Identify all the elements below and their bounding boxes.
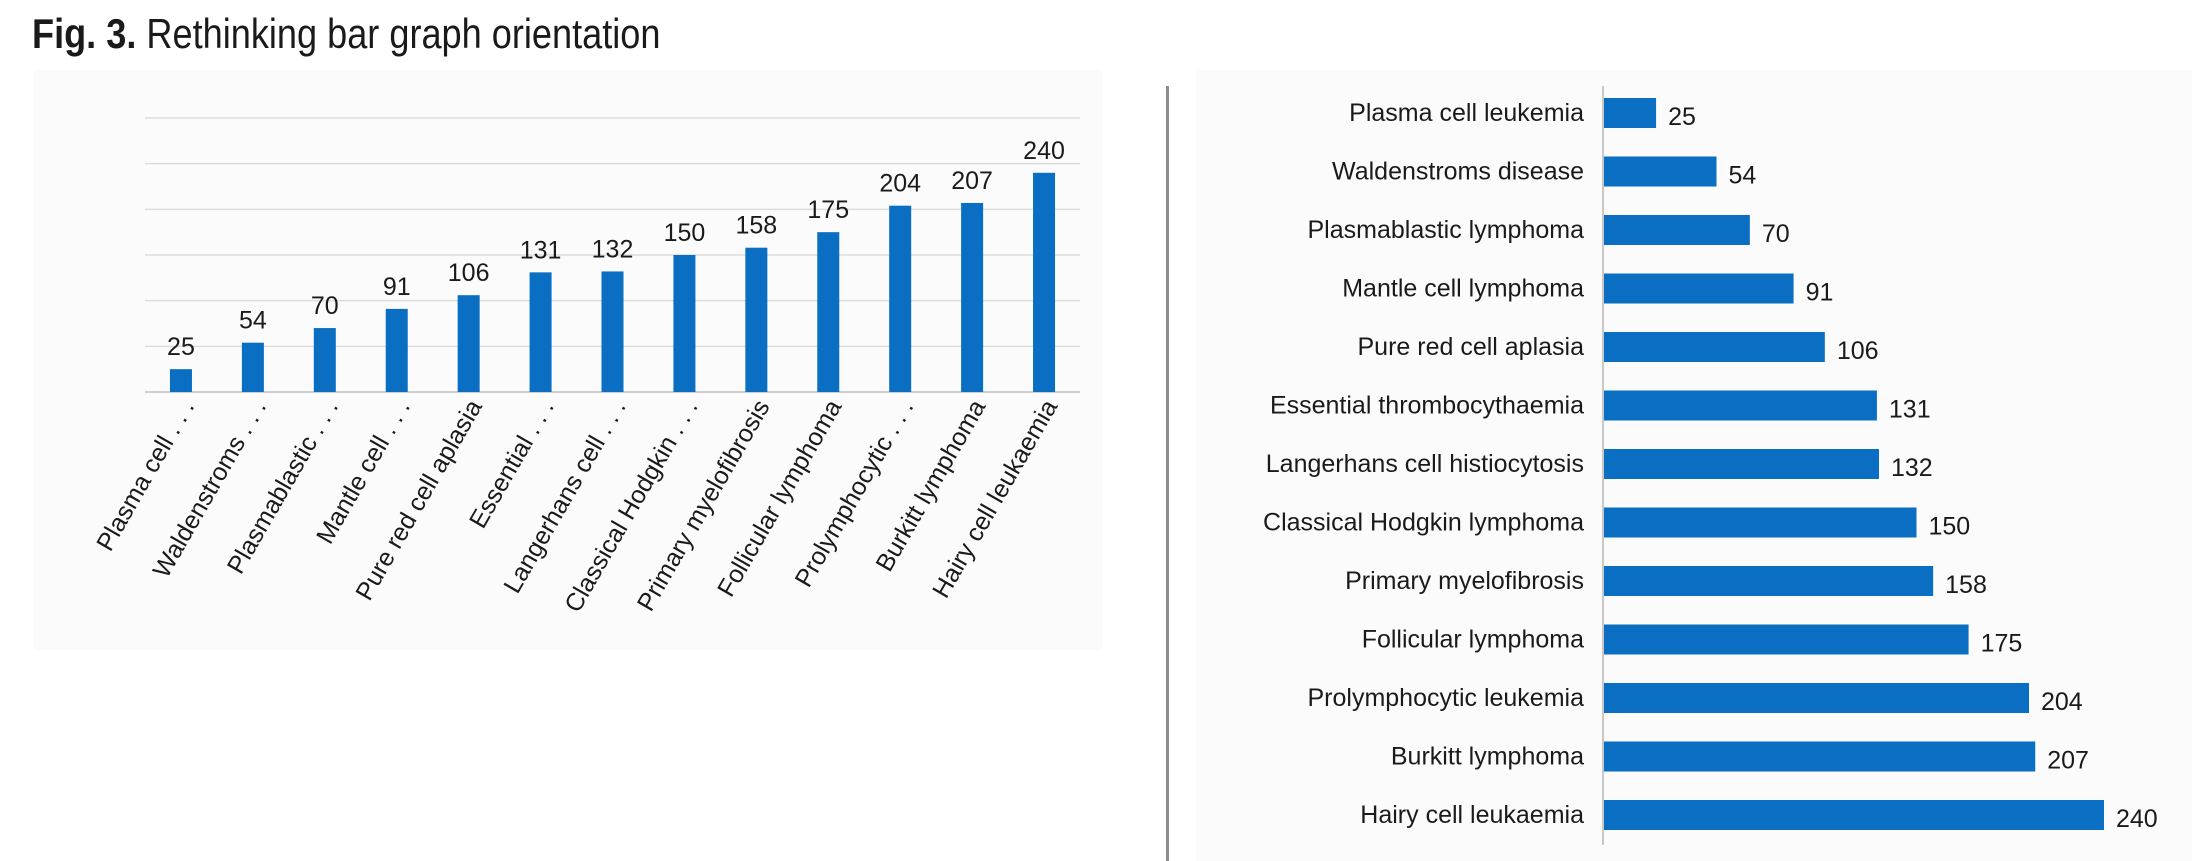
bar: [1604, 800, 2104, 830]
data-label: 240: [1023, 137, 1065, 165]
vertical-chart-background: [34, 70, 1102, 650]
data-label: 91: [383, 273, 411, 301]
bar: [673, 255, 696, 392]
category-label: Follicular lymphoma: [1362, 626, 1584, 654]
category-label: Mantle cell lymphoma: [1342, 275, 1584, 303]
bar: [817, 232, 840, 392]
panel-divider: [1166, 86, 1169, 861]
data-label: 204: [879, 170, 921, 198]
category-label: Langerhans cell histiocytosis: [1266, 450, 1584, 478]
data-label: 106: [448, 259, 490, 287]
bar: [961, 202, 984, 392]
category-label: Waldenstroms disease: [1332, 158, 1584, 186]
data-label: 25: [1668, 103, 1696, 131]
figure-label: Fig. 3.: [32, 10, 137, 57]
data-label: 158: [1945, 571, 1987, 599]
data-label: 25: [167, 333, 195, 361]
data-label: 70: [1762, 220, 1790, 248]
bar: [1604, 273, 1794, 304]
bar: [745, 247, 768, 392]
data-label: 150: [1929, 513, 1971, 541]
category-label: Plasma cell leukemia: [1349, 99, 1584, 127]
bar: [385, 308, 408, 392]
category-label: Plasmablastic lymphoma: [1308, 216, 1585, 244]
data-label: 158: [735, 212, 777, 240]
bar: [1604, 741, 2036, 772]
data-label: 240: [2116, 805, 2158, 833]
data-label: 150: [664, 219, 706, 247]
bar: [1604, 156, 1717, 187]
data-label: 131: [520, 236, 562, 264]
bar: [1604, 98, 1657, 128]
bar: [169, 369, 192, 392]
category-label: Classical Hodgkin lymphoma: [1263, 509, 1584, 537]
category-label: Burkitt lymphoma: [1391, 743, 1584, 771]
bar: [1604, 566, 1934, 596]
category-label: Primary myelofibrosis: [1345, 567, 1584, 595]
data-label: 175: [1981, 630, 2023, 658]
bar: [241, 342, 264, 392]
bar: [529, 272, 552, 392]
bar: [1604, 390, 1877, 421]
data-label: 106: [1837, 337, 1879, 365]
bar: [1604, 624, 1969, 655]
category-label: Hairy cell leukaemia: [1360, 801, 1584, 829]
category-label: Essential thrombocythaemia: [1270, 392, 1584, 420]
data-label: 54: [1729, 162, 1757, 190]
bar: [1604, 215, 1750, 245]
data-label: 175: [807, 196, 849, 224]
data-label: 204: [2041, 688, 2083, 716]
bar: [1604, 683, 2029, 713]
figure-title: Fig. 3. Rethinking bar graph orientation: [32, 6, 660, 62]
bar: [1033, 172, 1056, 392]
data-label: 70: [311, 292, 339, 320]
category-label: Pure red cell aplasia: [1357, 333, 1584, 361]
data-label: 132: [592, 235, 634, 263]
data-label: 131: [1889, 396, 1931, 424]
data-label: 207: [2047, 747, 2089, 775]
bar: [1604, 332, 1825, 362]
data-label: 132: [1891, 454, 1933, 482]
data-label: 207: [951, 167, 993, 195]
bar: [889, 205, 912, 392]
data-label: 54: [239, 307, 267, 335]
bar: [313, 328, 336, 392]
data-label: 91: [1806, 279, 1834, 307]
category-label: Prolymphocytic leukemia: [1308, 684, 1585, 712]
bar: [457, 295, 480, 392]
bar: [1604, 449, 1879, 479]
bar: [601, 271, 624, 392]
bar: [1604, 507, 1917, 538]
figure-caption: Rethinking bar graph orientation: [146, 10, 661, 57]
